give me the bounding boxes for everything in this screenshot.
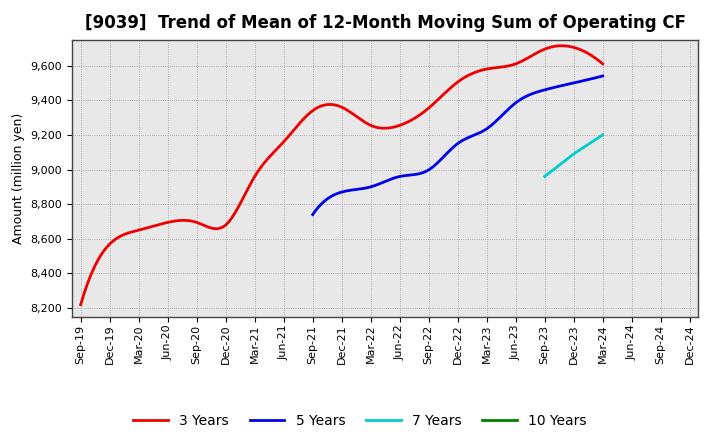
Legend: 3 Years, 5 Years, 7 Years, 10 Years: 3 Years, 5 Years, 7 Years, 10 Years [128, 408, 592, 433]
Title: [9039]  Trend of Mean of 12-Month Moving Sum of Operating CF: [9039] Trend of Mean of 12-Month Moving … [85, 15, 685, 33]
Y-axis label: Amount (million yen): Amount (million yen) [12, 113, 25, 244]
